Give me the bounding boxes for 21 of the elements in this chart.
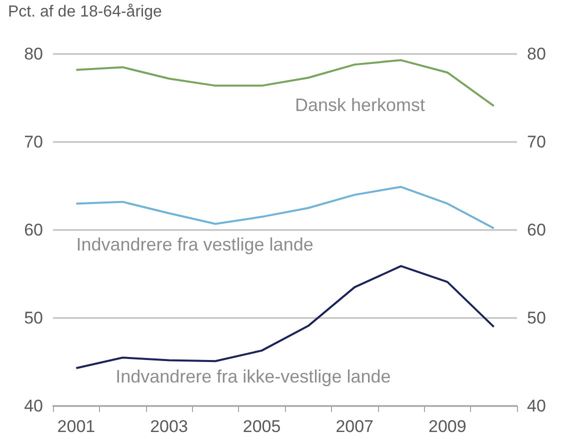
y2-tick-label: 80 <box>527 44 546 64</box>
series-label: Indvandrere fra vestlige lande <box>76 234 314 255</box>
y-axis-title: Pct. af de 18-64-årige <box>8 4 162 20</box>
line-series <box>75 265 495 370</box>
y2-tick-label: 40 <box>527 396 546 416</box>
y2-tick-label: 60 <box>527 220 546 240</box>
y2-tick-label: 50 <box>527 308 546 328</box>
x-tick-label: 2009 <box>428 417 466 436</box>
series-label: Indvandrere fra ikke-vestlige lande <box>116 366 391 387</box>
y-tick-label: 80 <box>24 44 43 64</box>
x-tick-label: 2003 <box>150 417 188 436</box>
line-series <box>75 186 495 230</box>
y-tick-label: 40 <box>24 396 43 416</box>
series-label: Dansk herkomst <box>295 94 426 115</box>
y-tick-label: 50 <box>24 308 43 328</box>
y-tick-label: 60 <box>24 220 43 240</box>
x-tick-label: 2007 <box>336 417 374 436</box>
x-tick-label: 2001 <box>57 417 96 436</box>
y-tick-label: 70 <box>24 132 43 152</box>
y2-tick-label: 70 <box>527 132 546 152</box>
x-tick-label: 2005 <box>242 417 281 436</box>
